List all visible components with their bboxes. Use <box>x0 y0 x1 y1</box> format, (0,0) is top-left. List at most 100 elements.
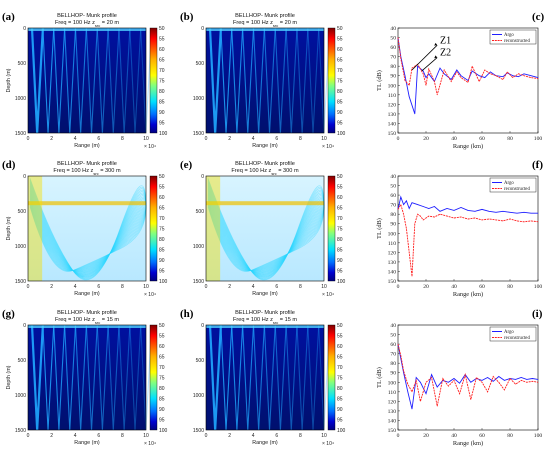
colorbar-tick-label: 55 <box>337 334 343 340</box>
data-point <box>481 380 483 381</box>
data-point <box>481 219 483 221</box>
tl-xtick-label: 0 <box>397 284 400 290</box>
colorbar-tick-label: 80 <box>337 386 343 392</box>
ray-path <box>29 191 147 274</box>
ray-path <box>29 206 147 272</box>
tl-ytick-label: 90 <box>390 371 396 377</box>
colorbar-tick-label: 95 <box>337 269 343 275</box>
heatmap-frame <box>27 27 147 134</box>
ray-path <box>29 200 147 271</box>
range-tick-label: 0 <box>205 433 208 439</box>
data-point <box>403 370 404 372</box>
colorbar-tick-label: 65 <box>159 58 165 64</box>
colorbar-tick-label: 55 <box>337 185 343 191</box>
data-point <box>492 376 494 377</box>
heatmap-subtitle: Freq = 100 Hz zsrc = 15 m <box>55 317 119 325</box>
data-point <box>476 377 477 378</box>
range-tick-label: 10 <box>143 433 149 439</box>
legend-entry: Argo <box>504 33 514 38</box>
colorbar-tick-label: 55 <box>337 37 343 43</box>
tl-xaxis-label: Range (km) <box>453 143 483 150</box>
tl-ytick-label: 130 <box>388 112 397 118</box>
data-point <box>467 82 469 83</box>
colorbar-tick-label: 60 <box>159 47 165 53</box>
ray-path <box>29 194 147 272</box>
tl-ytick-label: 40 <box>390 174 396 180</box>
tl-xaxis-label: Range (km) <box>453 291 483 298</box>
tl-ytick-label: 110 <box>388 241 396 247</box>
tl-xtick-label: 40 <box>451 433 457 439</box>
tl-xtick-label: 80 <box>507 136 513 142</box>
ray-path <box>207 194 325 272</box>
range-tick-label: 10 <box>321 284 327 290</box>
range-tick-label: 2 <box>228 136 231 142</box>
data-point <box>411 408 413 410</box>
tl-ytick-label: 40 <box>390 26 396 32</box>
data-point <box>453 380 455 381</box>
heatmap-title: BELLHOP- Munk profile <box>235 310 295 316</box>
colorbar-tick-label: 80 <box>159 237 165 243</box>
depth-tick-label: 500 <box>18 61 27 67</box>
data-point <box>488 218 490 220</box>
data-point <box>428 73 430 75</box>
data-point <box>487 377 488 378</box>
ray-path <box>29 196 147 272</box>
ray-path <box>29 198 147 271</box>
colorbar-tick-label: 100 <box>159 131 168 137</box>
colorbar <box>149 175 158 282</box>
data-point <box>420 401 421 402</box>
data-point <box>422 73 424 75</box>
data-point <box>460 75 462 77</box>
data-point <box>450 79 452 80</box>
data-point <box>502 79 504 80</box>
data-point <box>470 399 472 400</box>
colorbar-tick-label: 85 <box>159 100 165 106</box>
data-point <box>443 69 445 71</box>
range-tick-label: 6 <box>97 136 100 142</box>
range-axis-label: Range (m) <box>252 143 278 149</box>
legend-entry: Argo <box>504 181 514 186</box>
zsrc-value: = 300 m <box>99 168 121 174</box>
data-point <box>439 213 441 215</box>
ray-path <box>207 183 325 278</box>
colorbar-tick-label: 60 <box>337 195 343 201</box>
data-point <box>436 94 438 96</box>
tl-ytick-label: 80 <box>390 361 396 367</box>
data-point <box>400 204 402 205</box>
data-point <box>502 76 504 77</box>
range-exponent: × 10⁴ <box>322 292 334 298</box>
data-point <box>470 381 472 383</box>
range-tick-label: 4 <box>74 433 77 439</box>
tl-panel-f: 40 50 60 70 80 90 100 110 120 130 140 1500 20 40 60 80 1… <box>376 159 543 298</box>
data-point <box>506 71 508 73</box>
data-point <box>408 96 410 98</box>
z2-label: Z2 <box>440 48 451 59</box>
data-point <box>434 81 435 82</box>
data-point <box>425 217 427 219</box>
range-tick-label: 10 <box>321 433 327 439</box>
data-point <box>474 211 476 212</box>
ray-path <box>207 199 325 271</box>
colorbar-tick-label: 70 <box>159 365 165 371</box>
data-point <box>422 70 424 72</box>
range-tick-label: 8 <box>299 136 302 142</box>
data-point <box>492 381 494 382</box>
data-point <box>467 218 469 220</box>
range-tick-label: 0 <box>205 136 208 142</box>
surface-band <box>28 325 146 328</box>
ray-path <box>29 195 147 272</box>
colorbar-tick-label: 100 <box>159 279 168 285</box>
tl-xtick-label: 20 <box>423 433 429 439</box>
data-point <box>537 78 539 79</box>
tl-xtick-label: 80 <box>507 433 513 439</box>
heatmap-frame <box>27 324 147 431</box>
zsrc-subscript: src <box>273 320 278 325</box>
data-point <box>484 77 486 78</box>
heatmap-subtitle: Freq = 100 Hz zsrc = 300 m <box>53 168 121 176</box>
zsrc-subscript: src <box>95 320 100 325</box>
data-point <box>526 379 528 380</box>
range-tick-label: 2 <box>50 136 53 142</box>
colorbar-tick-label: 60 <box>337 47 343 53</box>
heatmap-frame <box>27 175 147 282</box>
